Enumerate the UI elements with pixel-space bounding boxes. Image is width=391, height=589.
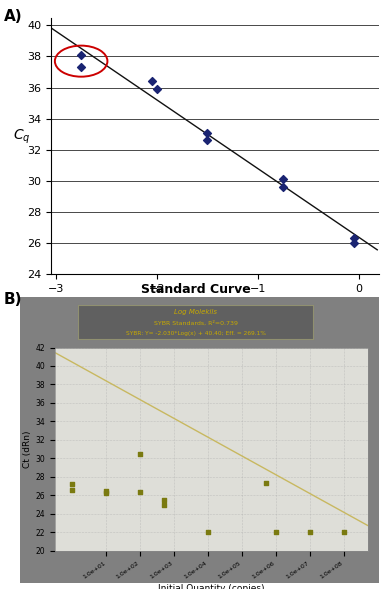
Text: SYBR: Y= -2.030*Log(x) + 40.40; Eff. = 269.1%: SYBR: Y= -2.030*Log(x) + 40.40; Eff. = 2… bbox=[126, 331, 265, 336]
Point bbox=[273, 528, 279, 537]
Point bbox=[204, 128, 211, 137]
Point bbox=[280, 174, 286, 184]
Point bbox=[351, 233, 357, 243]
Text: A): A) bbox=[4, 9, 23, 24]
Point bbox=[103, 489, 109, 498]
Point bbox=[103, 486, 109, 495]
X-axis label: Initial Quantity (copies): Initial Quantity (copies) bbox=[158, 584, 264, 589]
Point bbox=[280, 182, 286, 191]
Point bbox=[205, 528, 211, 537]
Point bbox=[137, 449, 143, 458]
Point bbox=[78, 50, 84, 59]
Point bbox=[149, 77, 155, 86]
Point bbox=[137, 487, 143, 497]
Y-axis label: Ct (dRn): Ct (dRn) bbox=[23, 431, 32, 468]
Point bbox=[69, 485, 75, 494]
Text: Log Molekils: Log Molekils bbox=[174, 309, 217, 315]
Text: B): B) bbox=[4, 292, 22, 306]
Point bbox=[69, 479, 75, 489]
X-axis label: Log of DNA Dilution: Log of DNA Dilution bbox=[150, 299, 280, 312]
Text: SYBR Standards, R²=0.739: SYBR Standards, R²=0.739 bbox=[154, 320, 237, 326]
Point bbox=[154, 84, 160, 94]
Point bbox=[307, 528, 313, 537]
Point bbox=[263, 479, 269, 488]
Text: Standard Curve: Standard Curve bbox=[141, 283, 250, 296]
Point bbox=[161, 500, 167, 509]
Point bbox=[351, 238, 357, 247]
Point bbox=[341, 528, 347, 537]
Point bbox=[204, 135, 211, 145]
Point bbox=[161, 495, 167, 505]
Point bbox=[78, 62, 84, 72]
Y-axis label: $C_q$: $C_q$ bbox=[13, 127, 30, 145]
